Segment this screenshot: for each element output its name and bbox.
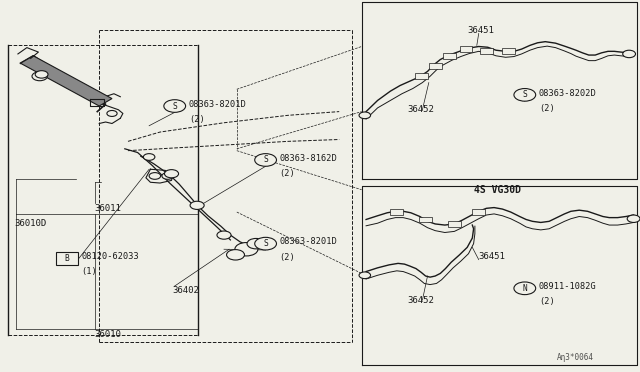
Text: (2): (2) [189,115,205,124]
Text: N: N [522,284,527,293]
Text: 36402: 36402 [173,286,200,295]
Polygon shape [390,209,403,215]
Polygon shape [480,48,493,54]
Text: S: S [263,239,268,248]
Circle shape [235,243,258,256]
Text: (1): (1) [81,267,97,276]
Circle shape [164,100,186,112]
Circle shape [255,237,276,250]
Circle shape [627,215,640,222]
Circle shape [255,154,276,166]
Polygon shape [419,217,432,222]
Circle shape [623,50,636,58]
Text: 08363-8202D: 08363-8202D [539,89,596,97]
Circle shape [359,112,371,119]
Text: S: S [172,102,177,110]
Text: 36451: 36451 [479,252,506,261]
FancyBboxPatch shape [56,252,78,265]
Text: 36011: 36011 [95,204,122,213]
Polygon shape [443,53,456,59]
Text: (2): (2) [539,104,555,113]
Text: 08363-8201D: 08363-8201D [280,237,337,246]
Text: (2): (2) [280,253,296,262]
Circle shape [143,154,155,160]
Text: B: B [65,254,70,263]
Polygon shape [429,63,442,69]
Circle shape [227,250,244,260]
Polygon shape [415,73,428,79]
Circle shape [32,72,47,81]
Circle shape [247,238,265,249]
Circle shape [359,272,371,279]
Text: 08363-8162D: 08363-8162D [280,154,337,163]
Polygon shape [502,48,515,54]
Text: 08120-62033: 08120-62033 [81,252,139,261]
Circle shape [107,110,117,116]
Text: 36452: 36452 [408,105,435,114]
Polygon shape [460,46,472,52]
Polygon shape [20,56,112,106]
Circle shape [190,201,204,209]
Text: S: S [263,155,268,164]
Text: 36452: 36452 [408,296,435,305]
Text: 36010D: 36010D [14,219,46,228]
Text: 08911-1082G: 08911-1082G [539,282,596,291]
Circle shape [35,71,48,78]
Polygon shape [472,209,485,215]
Text: (2): (2) [539,297,555,306]
Circle shape [514,282,536,295]
Circle shape [149,173,161,179]
Text: S: S [522,90,527,99]
Text: 36010: 36010 [95,330,122,339]
Circle shape [164,170,179,178]
Text: Aη3*0064: Aη3*0064 [557,353,594,362]
Text: 36451: 36451 [467,26,494,35]
Circle shape [514,89,536,101]
Text: 08363-8201D: 08363-8201D [189,100,246,109]
Circle shape [217,231,231,239]
Polygon shape [448,221,461,227]
Text: (2): (2) [280,169,296,178]
Text: 4S VG30D: 4S VG30D [474,186,520,195]
Circle shape [162,173,173,179]
